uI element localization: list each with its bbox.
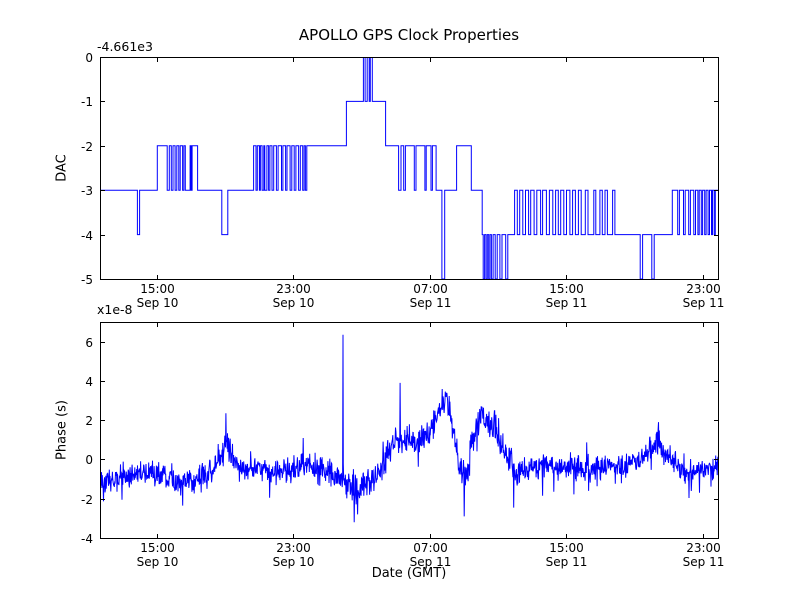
x-tick-label: 07:00 Sep 11: [409, 541, 452, 569]
y-tick-label: -1: [81, 94, 93, 109]
y-tick-label: 0: [85, 452, 93, 467]
y-tick-label: 0: [85, 50, 93, 65]
dac-line-series: [100, 57, 718, 279]
y-tick-label: -4: [81, 228, 93, 243]
phase-line-series: [100, 334, 718, 523]
y-tick-label: -5: [81, 272, 93, 287]
x-tick-label: 07:00 Sep 11: [409, 282, 452, 310]
dac-offset-label: -4.661e3: [97, 39, 153, 54]
y-tick-label: -3: [81, 183, 93, 198]
y-tick-label: 4: [85, 374, 93, 389]
phase-axis-label: Phase (s): [54, 400, 70, 460]
y-tick-label: -2: [81, 492, 93, 507]
dac-axis-label: DAC: [54, 154, 70, 182]
x-tick-label: 23:00 Sep 11: [682, 541, 725, 569]
phase-offset-label: x1e-8: [97, 302, 133, 317]
chart-title: APOLLO GPS Clock Properties: [298, 26, 520, 44]
x-axis-label: Date (GMT): [371, 566, 447, 581]
x-tick-label: 23:00 Sep 10: [272, 541, 315, 569]
x-tick-label: 23:00 Sep 11: [682, 282, 725, 310]
x-tick-label: 15:00 Sep 11: [545, 282, 588, 310]
y-tick-label: -2: [81, 139, 93, 154]
x-tick-label: 15:00 Sep 11: [545, 541, 588, 569]
x-tick-label: 15:00 Sep 10: [136, 282, 179, 310]
y-tick-label: 6: [85, 335, 93, 350]
axes-frame: [100, 322, 719, 539]
y-tick-label: -4: [81, 531, 93, 546]
x-tick-label: 23:00 Sep 10: [272, 282, 315, 310]
x-tick-label: 15:00 Sep 10: [136, 541, 179, 569]
axes-frame: [100, 57, 719, 280]
y-tick-label: 2: [85, 413, 93, 428]
